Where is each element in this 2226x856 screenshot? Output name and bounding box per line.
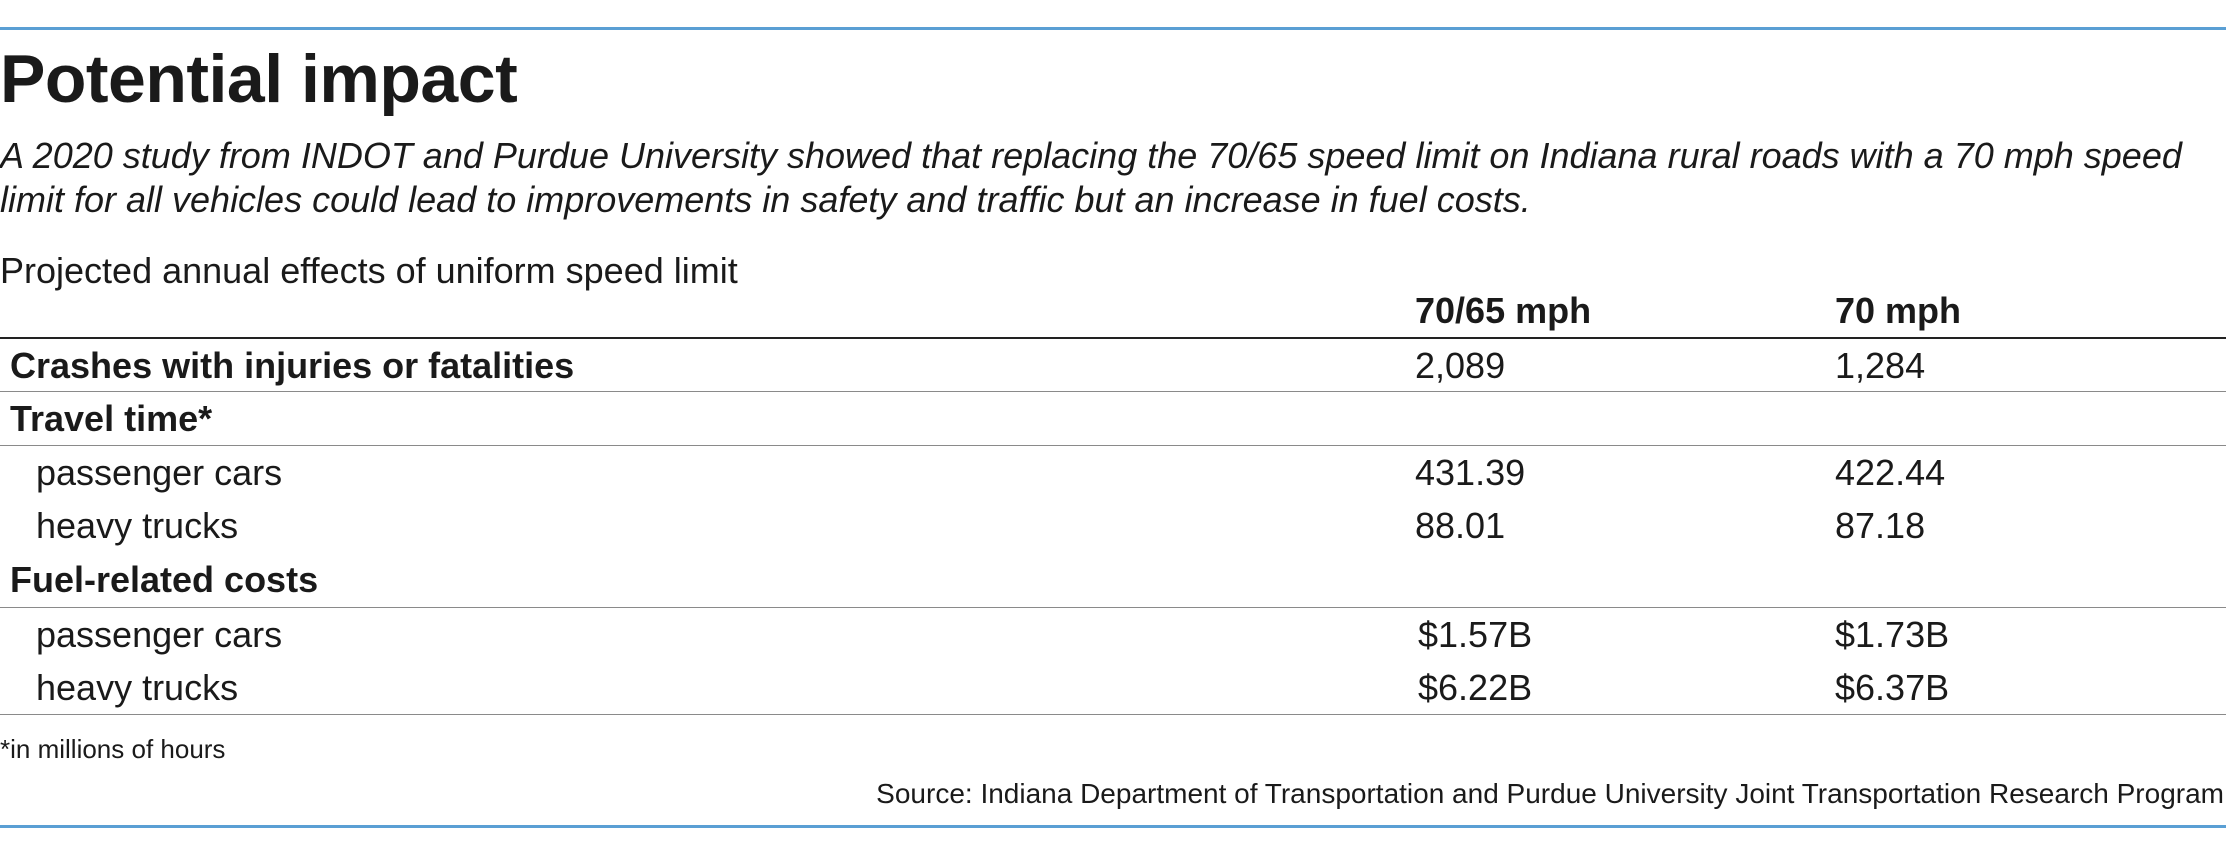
footnote: *in millions of hours — [0, 734, 226, 764]
column-header-70-65-mph: 70/65 mph — [1415, 290, 1592, 331]
table-row-crashes: Crashes with injuries or fatalities 2,08… — [0, 337, 2226, 391]
chart-subtitle: A 2020 study from INDOT and Purdue Unive… — [0, 135, 2182, 220]
row-label: Crashes with injuries or fatalities — [10, 345, 575, 386]
cell-value: 431.39 — [1415, 452, 1526, 493]
table-row-fuel-costs-header: Fuel-related costs — [0, 553, 2226, 607]
table-row-travel-passenger-cars: passenger cars 431.39 422.44 — [0, 445, 2226, 499]
row-label: heavy trucks — [36, 505, 239, 546]
column-header-70-mph: 70 mph — [1835, 290, 1962, 331]
chart-title: Potential impact — [0, 41, 518, 117]
table-row-fuel-passenger-cars: passenger cars $1.57B $1.73B — [0, 607, 2226, 661]
data-table: Crashes with injuries or fatalities 2,08… — [0, 337, 2226, 715]
row-label: heavy trucks — [36, 667, 239, 708]
cell-value: 2,089 — [1415, 345, 1506, 386]
cell-value: $6.22B — [1418, 667, 1533, 708]
row-label: passenger cars — [36, 614, 283, 655]
cell-value: 422.44 — [1835, 452, 1946, 493]
row-label: passenger cars — [36, 452, 283, 493]
table-row-fuel-heavy-trucks: heavy trucks $6.22B $6.37B — [0, 661, 2226, 715]
cell-value: $6.37B — [1835, 667, 1950, 708]
cell-value: 88.01 — [1415, 505, 1506, 546]
row-label: Travel time* — [10, 398, 213, 439]
table-row-travel-time-header: Travel time* — [0, 391, 2226, 445]
cell-value: $1.57B — [1418, 614, 1533, 655]
top-accent-rule — [0, 27, 2226, 30]
table-row-travel-heavy-trucks: heavy trucks 88.01 87.18 — [0, 499, 2226, 553]
row-label: Fuel-related costs — [10, 559, 319, 600]
cell-value: 1,284 — [1835, 345, 1926, 386]
bottom-accent-rule — [0, 825, 2226, 828]
source-credit: Source: Indiana Department of Transporta… — [876, 778, 2224, 809]
table-caption: Projected annual effects of uniform spee… — [0, 250, 738, 291]
cell-value: $1.73B — [1835, 614, 1950, 655]
cell-value: 87.18 — [1835, 505, 1926, 546]
